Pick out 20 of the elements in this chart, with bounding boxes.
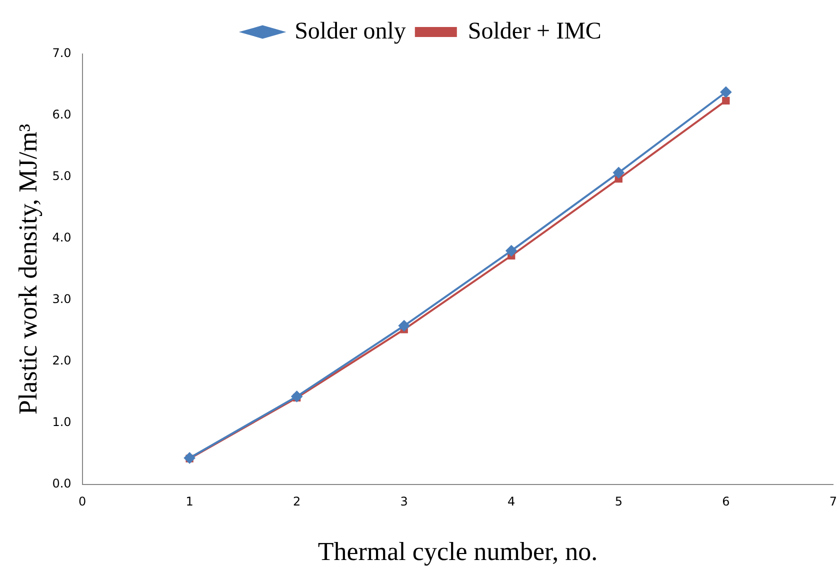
x-tick-label: 7 <box>829 494 838 509</box>
legend-label: Solder + IMC <box>468 18 602 44</box>
x-tick-label: 1 <box>186 494 194 509</box>
x-tick-label: 2 <box>293 494 301 509</box>
y-tick-label: 0.0 <box>52 476 72 491</box>
y-tick-label: 4.0 <box>52 230 72 245</box>
legend-label: Solder only <box>294 18 406 44</box>
y-tick-label: 5.0 <box>52 169 72 184</box>
y-axis-title: Plastic work density, MJ/m³ <box>13 124 42 415</box>
y-tick-label: 3.0 <box>52 292 72 306</box>
y-tick-label: 2.0 <box>52 354 72 368</box>
y-tick-label: 7.0 <box>52 46 72 60</box>
x-tick-label: 3 <box>400 494 408 509</box>
x-axis-title: Thermal cycle number, no. <box>318 537 598 566</box>
y-tick-label: 6.0 <box>52 108 72 122</box>
y-tick-label: 1.0 <box>52 415 72 430</box>
x-tick-label: 4 <box>508 494 516 509</box>
x-tick-label: 6 <box>722 494 730 509</box>
x-tick-label: 5 <box>614 494 622 509</box>
x-tick-label: 0 <box>78 494 86 509</box>
